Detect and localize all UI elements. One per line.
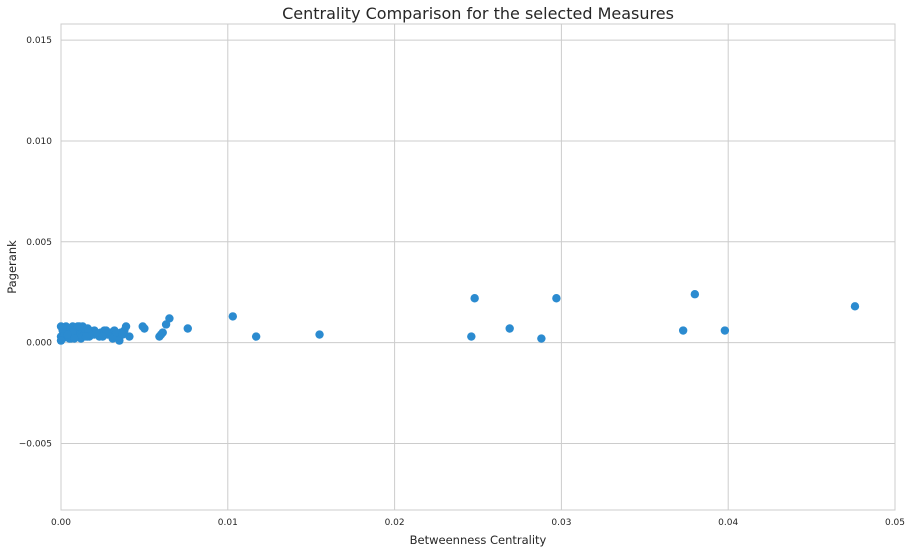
data-point xyxy=(56,336,66,345)
data-point xyxy=(183,324,192,333)
tick-labels: 0.00 0.01 0.02 0.03 0.04 0.05 −0.005 0.000 0.005… xyxy=(19,36,905,528)
data-point xyxy=(58,324,67,333)
y-tick-label: −0.005 xyxy=(19,439,52,449)
data-point xyxy=(81,332,91,341)
x-tick-label: 0.02 xyxy=(385,518,405,528)
data-point xyxy=(678,326,688,335)
y-axis-label: Pagerank xyxy=(5,240,19,294)
data-point xyxy=(165,314,174,323)
data-point xyxy=(470,294,479,303)
x-tick-label: 0.04 xyxy=(718,518,738,528)
data-point xyxy=(140,324,149,333)
x-tick-label: 0.05 xyxy=(885,518,905,528)
data-point xyxy=(83,324,92,333)
data-point xyxy=(552,294,561,303)
x-axis-label: Betweenness Centrality xyxy=(410,533,547,547)
x-tick-label: 0.00 xyxy=(51,518,71,528)
y-tick-label: 0.000 xyxy=(26,339,52,349)
data-point xyxy=(63,330,72,339)
data-point xyxy=(125,332,134,341)
data-point xyxy=(121,322,131,331)
y-tick-label: 0.015 xyxy=(26,36,52,46)
grid xyxy=(60,24,896,510)
data-point xyxy=(91,328,101,337)
data-point xyxy=(111,328,121,337)
data-point xyxy=(158,328,167,337)
data-points xyxy=(56,290,860,345)
x-tick-label: 0.01 xyxy=(218,518,238,528)
data-point xyxy=(70,334,79,343)
data-point xyxy=(467,332,476,341)
data-point xyxy=(720,326,730,335)
data-point xyxy=(251,332,261,341)
y-tick-label: 0.005 xyxy=(26,238,52,248)
plot-frame xyxy=(60,23,896,511)
data-point xyxy=(98,332,107,341)
data-point xyxy=(118,330,127,339)
data-point xyxy=(505,324,514,333)
x-tick-label: 0.03 xyxy=(551,518,571,528)
chart-title: Centrality Comparison for the selected M… xyxy=(282,4,674,23)
data-point xyxy=(75,322,84,331)
data-point xyxy=(537,334,546,343)
data-point xyxy=(690,290,700,299)
data-point xyxy=(228,312,238,321)
data-point xyxy=(315,330,324,339)
y-tick-label: 0.010 xyxy=(26,137,52,147)
data-point xyxy=(850,302,860,311)
